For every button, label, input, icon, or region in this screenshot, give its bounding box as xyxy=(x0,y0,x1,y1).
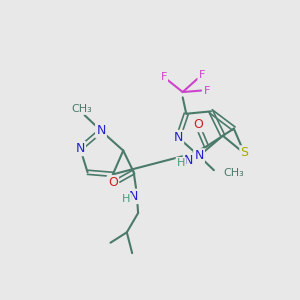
Text: N: N xyxy=(184,154,193,166)
Text: N: N xyxy=(96,124,106,137)
Text: O: O xyxy=(194,118,203,131)
Text: H: H xyxy=(122,194,131,204)
Text: O: O xyxy=(108,176,118,189)
Text: F: F xyxy=(160,72,167,82)
Text: H: H xyxy=(177,158,185,168)
Text: N: N xyxy=(173,131,183,144)
Text: CH₃: CH₃ xyxy=(72,104,93,114)
Text: S: S xyxy=(241,146,248,160)
Text: CH₃: CH₃ xyxy=(224,168,244,178)
Text: F: F xyxy=(199,70,205,80)
Text: N: N xyxy=(129,190,138,203)
Text: N: N xyxy=(194,149,204,162)
Text: N: N xyxy=(76,142,85,155)
Text: F: F xyxy=(204,85,210,96)
